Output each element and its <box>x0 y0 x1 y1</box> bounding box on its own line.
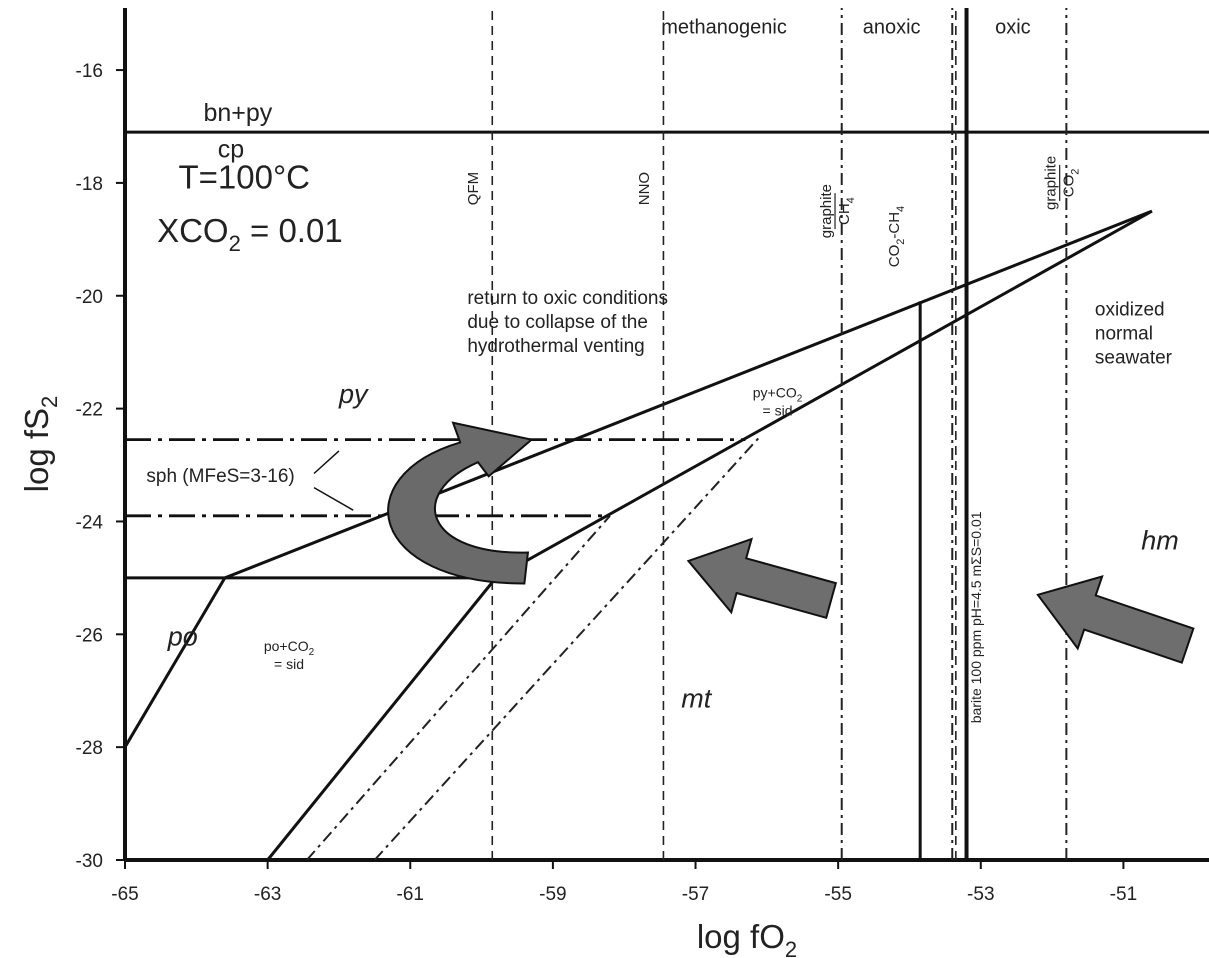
field-label: cp <box>218 136 244 164</box>
graphite-equilibrium-label: graphite CO2 <box>1043 156 1082 210</box>
x-tick-label: -61 <box>397 884 424 905</box>
axis-ticks: -65 -63 -61 -59 -57 -55 -53 -51 -30 -28 -26 -24 -22 -… <box>76 61 1138 905</box>
sph-bracket <box>313 450 354 511</box>
graphite-equilibrium-label: graphite CH4 <box>818 184 857 238</box>
sph-label: sph (MFeS=3-16) <box>146 466 294 487</box>
redox-zone-label: methanogenic <box>661 16 787 38</box>
x-tick-label: -55 <box>824 884 851 905</box>
plot-frame <box>123 8 1209 862</box>
curved-return-arrow <box>387 421 534 585</box>
reaction-product-label: = sid <box>274 656 304 672</box>
redox-zone-label: anoxic <box>863 16 921 38</box>
reaction-label: po+CO2 <box>264 638 315 658</box>
y-tick-label: -30 <box>76 851 103 872</box>
field-label: hm <box>1141 526 1179 556</box>
trend-arrow-shape <box>686 537 838 620</box>
buffer-label: NNO <box>636 172 653 205</box>
x-tick-label: -65 <box>111 884 138 905</box>
redox-zone-label: oxic <box>995 16 1031 38</box>
x-tick-label: -53 <box>967 884 994 905</box>
field-label: mt <box>681 684 712 714</box>
annotation-note: return to oxic conditions due to collapse… <box>467 288 668 357</box>
annotation-note: oxidized normal seawater <box>1095 300 1173 369</box>
gas-species-text: CO2 <box>1061 169 1082 198</box>
boundary-lines <box>123 8 1209 861</box>
trend-arrow-shape <box>1036 574 1195 664</box>
y-tick-label: -20 <box>76 287 103 308</box>
dash-dot-line <box>306 515 611 861</box>
phase-boundary-line <box>123 577 227 748</box>
y-tick-label: -26 <box>76 625 103 646</box>
field-label: po <box>167 622 198 652</box>
graphite-text: graphite <box>818 184 835 238</box>
x-tick-label: -59 <box>539 884 566 905</box>
gas-species-text: CH4 <box>836 197 857 225</box>
y-tick-label: -22 <box>76 400 103 421</box>
temperature-label: T=100°C <box>178 159 310 196</box>
graphite-text: graphite <box>1043 156 1060 210</box>
x-axis-title: log fO2 <box>697 918 797 958</box>
trend-arrows <box>313 421 1195 664</box>
co2-ch4-label: CO2-CH4 <box>886 206 907 267</box>
x-tick-label: -63 <box>254 884 281 905</box>
phase-boundary-line <box>495 209 1153 580</box>
reaction-label: py+CO2 <box>753 384 803 404</box>
reaction-product-label: = sid <box>763 402 793 418</box>
field-label: py <box>338 379 369 409</box>
y-tick-label: -16 <box>76 61 103 82</box>
x-tick-label: -57 <box>682 884 709 905</box>
field-label: bn+py <box>203 99 272 127</box>
y-axis-title: log fS2 <box>18 396 62 493</box>
chart-labels: log fO2 log fS2 bn+py cp py po mt hm T=100°C XCO2… <box>18 16 1179 958</box>
y-tick-label: -24 <box>76 512 104 533</box>
xco2-label: XCO2 = 0.01 <box>157 212 343 256</box>
barite-label: barite 100 ppm pH=4.5 mΣS=0.01 <box>968 511 984 723</box>
dash-dot-line <box>373 436 761 861</box>
x-tick-label: -51 <box>1110 884 1137 905</box>
buffer-label: QFM <box>465 172 482 205</box>
y-tick-label: -18 <box>76 174 103 195</box>
y-tick-label: -28 <box>76 738 103 759</box>
phase-boundary-line <box>266 576 498 861</box>
